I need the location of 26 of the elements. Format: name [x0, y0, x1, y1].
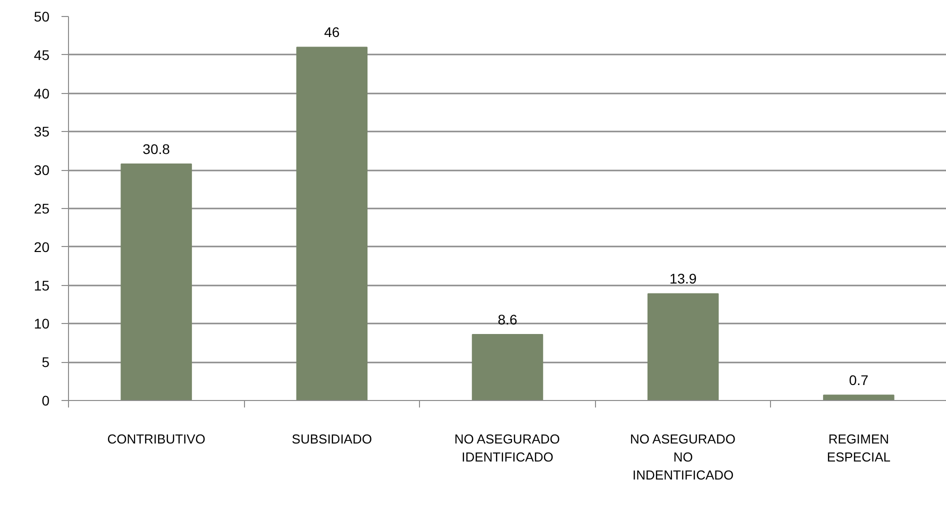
y-tick-label: 35	[34, 124, 50, 140]
x-tick-label: CONTRIBUTIVO	[107, 432, 206, 446]
bar	[472, 334, 544, 400]
x-tick-label: NO ASEGURADO IDENTIFICADO	[454, 432, 560, 464]
y-tick-label: 40	[34, 85, 50, 102]
bar	[296, 46, 368, 400]
data-label: 8.6	[498, 311, 518, 328]
y-tick-label: 0	[42, 392, 50, 408]
x-tick-label: SUBSIDIADO	[292, 432, 372, 446]
data-label: 13.9	[669, 270, 697, 287]
bar	[120, 163, 192, 400]
bar	[647, 293, 719, 400]
y-tick-label: 45	[34, 46, 50, 63]
y-tick-label: 25	[34, 200, 50, 216]
data-label: 30.8	[142, 140, 170, 157]
y-tick-label: 50	[34, 8, 50, 24]
y-tick-label: 30	[34, 162, 50, 178]
y-tick-label: 5	[42, 354, 50, 370]
bar	[823, 394, 894, 400]
x-tick-label: NO ASEGURADO NO INDENTIFICADO	[630, 432, 736, 482]
y-tick-label: 10	[34, 316, 50, 332]
x-tick-label: REGIMEN ESPECIAL	[826, 432, 890, 464]
data-label: 0.7	[848, 372, 869, 388]
y-tick-label: 20	[34, 238, 50, 255]
data-label: 46	[324, 24, 340, 40]
y-tick-label: 15	[34, 277, 50, 294]
